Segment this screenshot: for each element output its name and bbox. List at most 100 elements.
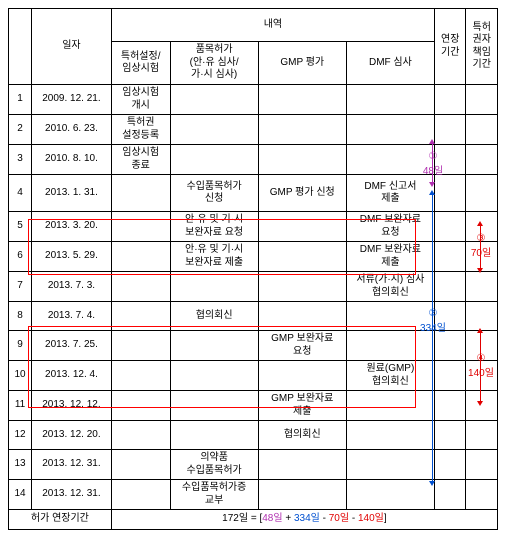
cell-c4: [346, 421, 434, 450]
table-row: 32010. 8. 10.임상시험종료: [9, 145, 498, 175]
cell-ext: [434, 450, 465, 480]
cell-c1: [111, 450, 170, 480]
cell-no: 8: [9, 302, 32, 331]
cell-date: 2013. 12. 31.: [32, 480, 112, 510]
hdr-ext: 연장기간: [434, 9, 465, 85]
cell-no: 5: [9, 212, 32, 242]
cell-date: 2013. 5. 29.: [32, 242, 112, 272]
cell-pat: [466, 175, 498, 212]
cell-c3: [258, 302, 346, 331]
cell-c4: 원료(GMP)협의회신: [346, 361, 434, 391]
table-row: 22010. 6. 23.특허권설정등록: [9, 115, 498, 145]
cell-ext: [434, 331, 465, 361]
cell-ext: [434, 85, 465, 115]
cell-c3: GMP 평가 신청: [258, 175, 346, 212]
cell-date: 2009. 12. 21.: [32, 85, 112, 115]
cell-c3: [258, 85, 346, 115]
cell-c4: [346, 391, 434, 421]
cell-date: 2010. 6. 23.: [32, 115, 112, 145]
cell-c1: [111, 480, 170, 510]
footer-p3: 70일: [329, 513, 349, 524]
cell-c2: [170, 115, 258, 145]
cell-date: 2013. 7. 25.: [32, 331, 112, 361]
footer-formula: 172일 = [48일 + 334일 - 70일 - 140일]: [111, 510, 497, 530]
cell-c2: 수입품목허가신청: [170, 175, 258, 212]
cell-pat: [466, 212, 498, 242]
cell-c3: [258, 212, 346, 242]
cell-pat: [466, 361, 498, 391]
cell-c3: [258, 480, 346, 510]
cell-c2: 안·유 및 기·시보완자료 요청: [170, 212, 258, 242]
cell-c2: [170, 272, 258, 302]
cell-pat: [466, 85, 498, 115]
cell-pat: [466, 421, 498, 450]
cell-pat: [466, 391, 498, 421]
cell-c4: [346, 302, 434, 331]
cell-ext: [434, 175, 465, 212]
cell-c2: 수입품목허가증교부: [170, 480, 258, 510]
cell-c2: [170, 331, 258, 361]
footer-eq: 172일 = [: [222, 513, 262, 524]
cell-c2: [170, 361, 258, 391]
cell-no: 2: [9, 115, 32, 145]
cell-no: 3: [9, 145, 32, 175]
cell-c1: [111, 331, 170, 361]
cell-date: 2013. 7. 4.: [32, 302, 112, 331]
cell-c4: [346, 450, 434, 480]
cell-c1: [111, 302, 170, 331]
cell-ext: [434, 212, 465, 242]
cell-pat: [466, 480, 498, 510]
cell-c4: [346, 480, 434, 510]
cell-date: 2013. 7. 3.: [32, 272, 112, 302]
cell-no: 4: [9, 175, 32, 212]
cell-c2: 안·유 및 기·시보완자료 제출: [170, 242, 258, 272]
footer-p2: 334일: [294, 513, 320, 524]
table-row: 82013. 7. 4. 협의회신: [9, 302, 498, 331]
table-row: 142013. 12. 31.수입품목허가증교부: [9, 480, 498, 510]
cell-pat: [466, 115, 498, 145]
cell-c1: [111, 361, 170, 391]
cell-c2: [170, 391, 258, 421]
cell-no: 9: [9, 331, 32, 361]
cell-c2: [170, 145, 258, 175]
hdr-c4: DMF 심사: [346, 42, 434, 85]
table-row: 92013. 7. 25.GMP 보완자료요청: [9, 331, 498, 361]
cell-ext: [434, 480, 465, 510]
cell-c3: [258, 242, 346, 272]
cell-c4: [346, 331, 434, 361]
cell-date: 2010. 8. 10.: [32, 145, 112, 175]
cell-date: 2013. 12. 31.: [32, 450, 112, 480]
cell-pat: [466, 272, 498, 302]
cell-c1: [111, 272, 170, 302]
hdr-c1: 특허설정/임상시험: [111, 42, 170, 85]
cell-pat: [466, 450, 498, 480]
cell-pat: [466, 302, 498, 331]
cell-c3: [258, 115, 346, 145]
hdr-detail: 내역: [111, 9, 434, 42]
hdr-no: [9, 9, 32, 85]
cell-c2: [170, 85, 258, 115]
cell-c1: [111, 212, 170, 242]
cell-ext: [434, 302, 465, 331]
cell-ext: [434, 272, 465, 302]
cell-c1: 임상시험개시: [111, 85, 170, 115]
tbody: 12009. 12. 21.임상시험개시22010. 6. 23.특허권설정등록…: [9, 85, 498, 510]
table-row: 122013. 12. 20. 협의회신: [9, 421, 498, 450]
cell-c3: GMP 보완자료제출: [258, 391, 346, 421]
cell-c3: 협의회신: [258, 421, 346, 450]
cell-c4: DMF 보완자료요청: [346, 212, 434, 242]
cell-no: 12: [9, 421, 32, 450]
cell-c2: 의약품수입품목허가: [170, 450, 258, 480]
cell-no: 7: [9, 272, 32, 302]
cell-c1: [111, 391, 170, 421]
cell-c3: [258, 272, 346, 302]
cell-date: 2013. 1. 31.: [32, 175, 112, 212]
cell-date: 2013. 12. 12.: [32, 391, 112, 421]
cell-c1: 특허권설정등록: [111, 115, 170, 145]
cell-c2: 협의회신: [170, 302, 258, 331]
cell-ext: [434, 242, 465, 272]
cell-date: 2013. 12. 20.: [32, 421, 112, 450]
cell-c3: [258, 361, 346, 391]
cell-ext: [434, 391, 465, 421]
hdr-c2: 품목허가(안·유 심사/가·시 심사): [170, 42, 258, 85]
